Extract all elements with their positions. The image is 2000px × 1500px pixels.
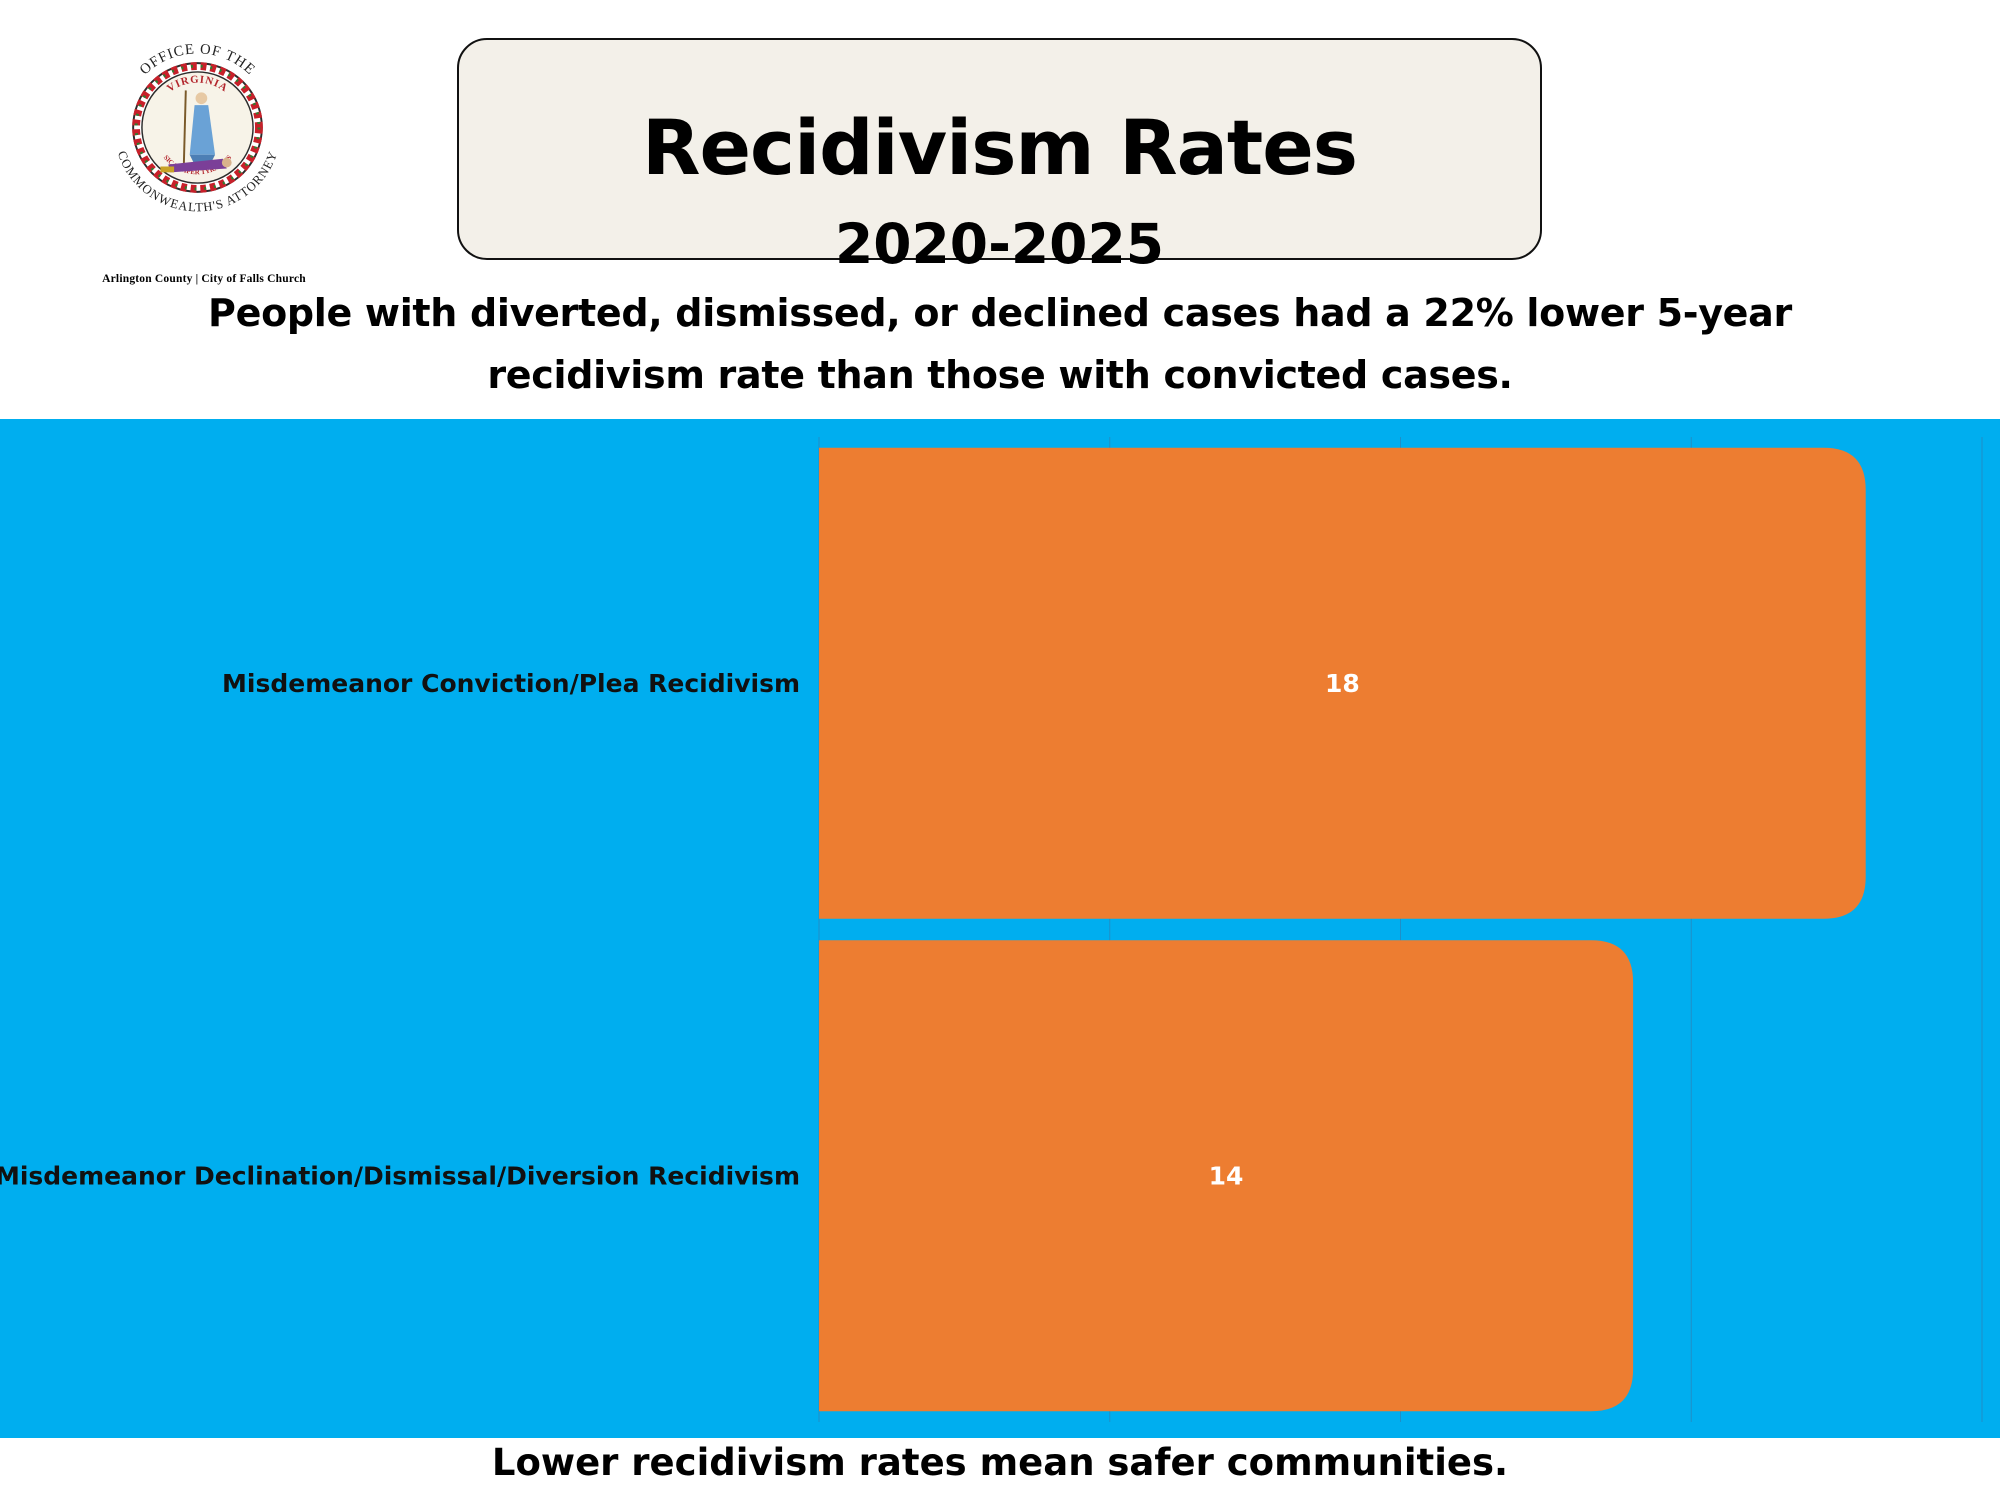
year-range: 2020-2025 <box>835 212 1164 276</box>
summary-line-1: People with diverted, dismissed, or decl… <box>208 291 1792 335</box>
commonwealth-attorney-seal: OFFICE OF THE COMMONWEALTH'S ATTORNEY VI… <box>78 30 318 285</box>
summary-line-2: recidivism rate than those with convicte… <box>487 353 1513 397</box>
category-label-0: Misdemeanor Conviction/Plea Recidivism <box>222 669 800 698</box>
summary-statement: People with diverted, dismissed, or decl… <box>120 282 1880 406</box>
bar-value-label-0: 18 <box>1325 669 1360 698</box>
bar-value-label-1: 14 <box>1209 1161 1244 1190</box>
footer-message: Lower recidivism rates mean safer commun… <box>491 1441 1509 1484</box>
page-title: Recidivism Rates <box>641 103 1358 192</box>
seal-caption: Arlington County | City of Falls Church <box>102 273 306 285</box>
chart-panel: 18 Misdemeanor Conviction/Plea Recidivism… <box>0 419 2000 1438</box>
bar-1 <box>819 940 1634 1412</box>
seal-emblem-icon: OFFICE OF THE COMMONWEALTH'S ATTORNEY VI… <box>102 32 293 223</box>
category-label-1: Misdemeanor Declination/Dismissal/Divers… <box>0 1161 800 1190</box>
bar-chart: 18 Misdemeanor Conviction/Plea Recidivism… <box>0 437 1983 1422</box>
title-box: Recidivism Rates 2020-2025 <box>457 38 1542 276</box>
bar-0 <box>819 447 1866 919</box>
